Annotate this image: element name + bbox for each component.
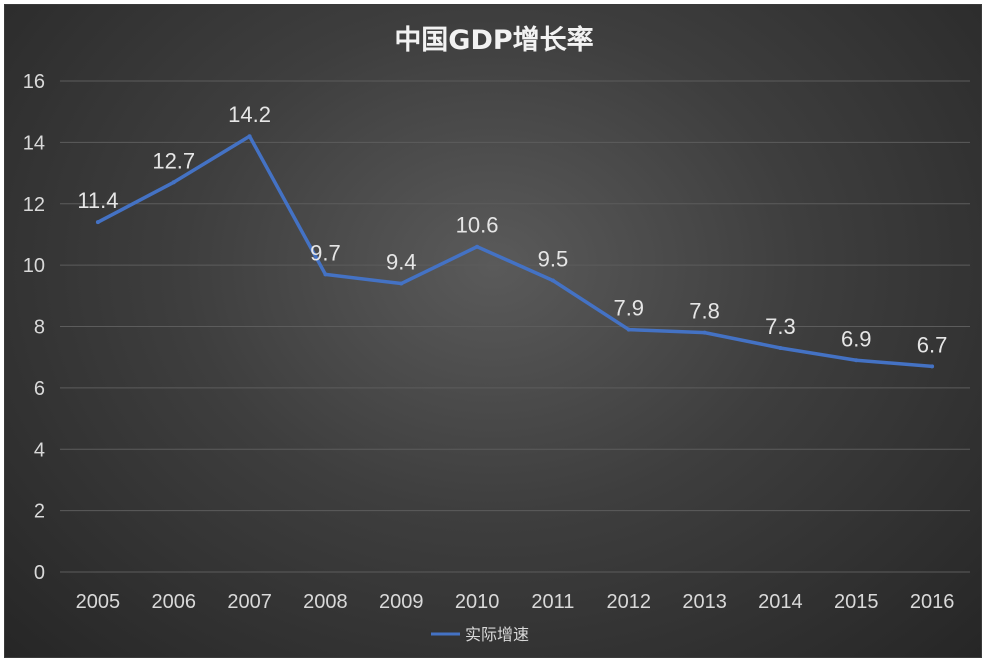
x-tick-label: 2005 xyxy=(76,591,121,613)
data-label: 7.9 xyxy=(613,296,644,321)
data-point xyxy=(475,244,480,249)
x-tick-label: 2010 xyxy=(455,591,500,613)
data-point xyxy=(930,364,935,369)
y-axis-ticks: 0 2 4 6 8 10 12 14 16 xyxy=(23,71,45,584)
data-label: 7.8 xyxy=(689,299,720,324)
chart-frame: 中国GDP增长率 0 2 4 6 8 10 12 14 16 2005 2006 2007 2008 2… xyxy=(4,4,982,658)
x-tick-label: 2016 xyxy=(910,591,955,613)
data-label: 10.6 xyxy=(456,213,499,238)
data-point xyxy=(702,330,707,335)
series-line xyxy=(96,134,934,369)
data-label: 9.5 xyxy=(538,246,569,271)
y-tick-label: 6 xyxy=(34,378,45,400)
gridlines xyxy=(60,80,970,573)
data-point xyxy=(323,272,328,277)
data-point xyxy=(626,327,631,332)
x-tick-label: 2008 xyxy=(303,591,348,613)
y-tick-label: 14 xyxy=(23,132,45,154)
data-point xyxy=(171,180,176,185)
data-labels: 11.4 12.7 14.2 9.7 9.4 10.6 9.5 7.9 7.8 7.3 6.9 6.7 xyxy=(77,102,947,357)
chart-title: 中国GDP增长率 xyxy=(394,24,593,56)
data-point xyxy=(95,220,100,225)
x-tick-label: 2011 xyxy=(531,591,574,613)
series-layer xyxy=(95,134,935,369)
y-tick-label: 16 xyxy=(23,71,45,93)
y-tick-label: 2 xyxy=(34,501,45,523)
x-tick-label: 2013 xyxy=(682,591,727,613)
y-tick-label: 4 xyxy=(34,439,45,461)
x-axis-ticks: 2005 2006 2007 2008 2009 2010 2011 2012 2013 2014… xyxy=(76,591,955,613)
data-point xyxy=(550,278,555,283)
y-tick-label: 10 xyxy=(23,255,45,277)
x-tick-label: 2014 xyxy=(758,591,803,613)
data-point xyxy=(854,358,859,363)
data-label: 14.2 xyxy=(228,102,271,127)
x-tick-label: 2015 xyxy=(834,591,879,613)
data-label: 7.3 xyxy=(765,314,796,339)
x-tick-label: 2012 xyxy=(607,591,652,613)
data-label: 6.7 xyxy=(917,332,948,357)
x-tick-label: 2009 xyxy=(379,591,424,613)
x-tick-label: 2006 xyxy=(152,591,197,613)
data-label: 6.9 xyxy=(841,326,872,351)
data-label: 11.4 xyxy=(77,188,118,213)
data-label: 9.4 xyxy=(386,250,417,275)
y-tick-label: 8 xyxy=(34,317,45,339)
data-point xyxy=(247,134,252,139)
y-tick-label: 12 xyxy=(23,194,45,216)
x-tick-label: 2007 xyxy=(227,591,272,613)
data-label: 12.7 xyxy=(152,148,195,173)
legend: 实际增速 xyxy=(431,625,529,644)
data-point xyxy=(778,345,783,350)
legend-label: 实际增速 xyxy=(465,625,529,644)
data-label: 9.7 xyxy=(310,240,341,265)
data-point xyxy=(399,281,404,286)
y-tick-label: 0 xyxy=(34,562,45,584)
